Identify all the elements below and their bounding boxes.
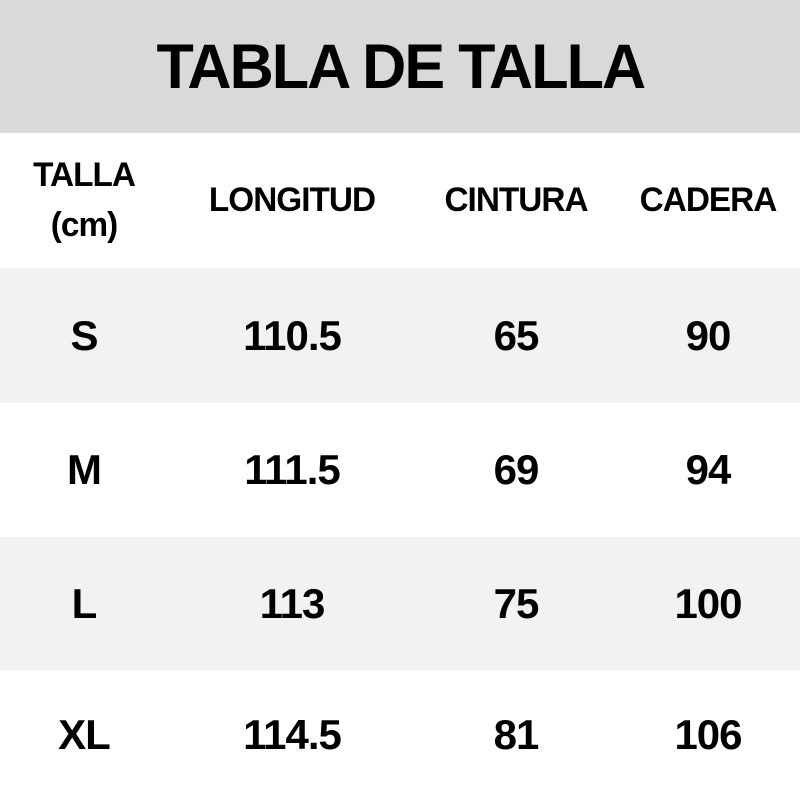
size-label: L: [71, 579, 98, 627]
table-cell-longitud: 114.5: [243, 711, 342, 758]
table-row-s: S 110.5 65 90: [0, 268, 800, 403]
column-header-talla: TALLA (cm): [2, 151, 167, 250]
table-cell-longitud: 113: [259, 579, 326, 627]
chart-title: TABLA DE TALLA: [156, 31, 646, 102]
table-cell-cintura: 65: [493, 311, 540, 359]
table-header-row: TALLA (cm) LONGITUD CINTURA CADERA: [0, 133, 800, 268]
table-cell-cadera: 106: [674, 711, 742, 758]
chart-title-band: TABLA DE TALLA: [0, 0, 800, 133]
column-header-unit-note: (cm): [50, 205, 118, 244]
size-label: XL: [58, 711, 111, 758]
column-header-cintura: CINTURA: [444, 181, 588, 219]
table-cell-cadera: 100: [674, 579, 742, 627]
size-label: M: [67, 446, 102, 493]
table-row-l: L 113 75 100: [0, 537, 800, 670]
table-cell-cintura: 75: [493, 579, 540, 627]
column-header-talla-label: TALLA: [33, 156, 136, 195]
table-cell-longitud: 111.5: [244, 446, 340, 493]
table-cell-cadera: 90: [685, 311, 732, 359]
table-row-m: M 111.5 69 94: [0, 403, 800, 537]
table-cell-longitud: 110.5: [243, 311, 342, 359]
column-header-cadera: CADERA: [639, 181, 778, 219]
table-cell-cintura: 81: [493, 711, 540, 758]
table-cell-cintura: 69: [493, 446, 540, 493]
size-label: S: [70, 311, 98, 359]
table-cell-cadera: 94: [685, 446, 732, 493]
table-row-xl: XL 114.5 81 106: [0, 670, 800, 800]
column-header-longitud: LONGITUD: [208, 181, 376, 219]
